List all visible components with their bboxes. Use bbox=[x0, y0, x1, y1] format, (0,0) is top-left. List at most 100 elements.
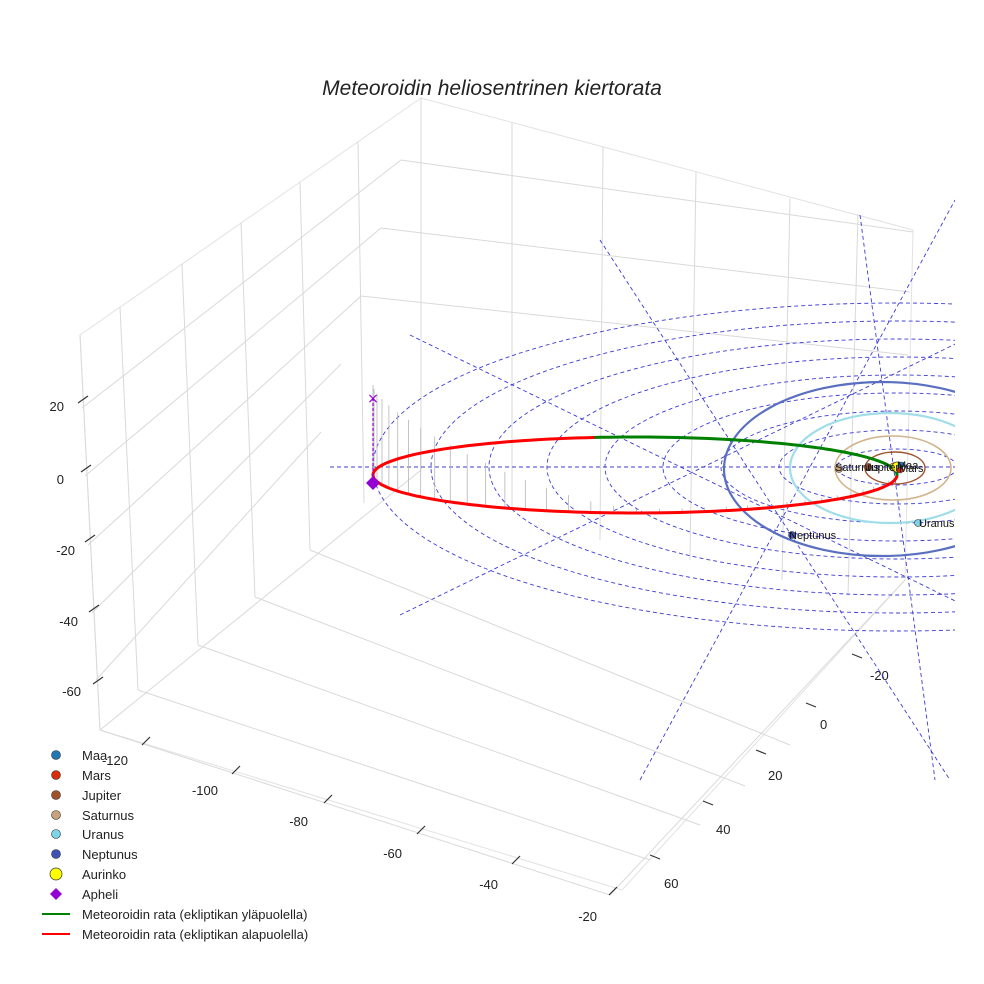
grid-line bbox=[79, 334, 101, 731]
z-tick bbox=[84, 534, 96, 543]
aphelion-projection-marker: × bbox=[367, 391, 379, 407]
trajectory-above-ecliptic bbox=[591, 435, 899, 479]
y-tick-label: 60 bbox=[664, 876, 678, 891]
x-tick-label: -120 bbox=[102, 753, 128, 768]
x-tick bbox=[511, 855, 521, 865]
grid-line bbox=[599, 146, 604, 541]
grid-line bbox=[99, 469, 422, 731]
grid-line bbox=[240, 222, 256, 598]
uranus-marker bbox=[914, 519, 922, 527]
axis-ticks bbox=[77, 395, 863, 896]
z-tick bbox=[77, 395, 89, 404]
grid-line bbox=[309, 549, 791, 746]
grid-line bbox=[357, 141, 365, 504]
x-tick bbox=[608, 886, 618, 896]
meteoroid-trajectory bbox=[371, 435, 899, 515]
grid-line bbox=[689, 171, 697, 561]
x-tick-label: -80 bbox=[289, 814, 308, 829]
grid-line bbox=[609, 579, 906, 896]
legend: Maa Mars Jupiter Saturnus Uranus Neptunu… bbox=[42, 748, 308, 942]
z-tick bbox=[80, 464, 92, 473]
x-tick bbox=[231, 765, 241, 775]
grid-line bbox=[299, 181, 311, 551]
legend-label: Uranus bbox=[82, 827, 124, 842]
guide-ellipse bbox=[836, 448, 955, 486]
legend-label: Meteoroidin rata (ekliptikan yläpuolella… bbox=[82, 907, 307, 922]
grid-line bbox=[81, 159, 914, 409]
y-tick-label: 0 bbox=[820, 717, 827, 732]
y-tick bbox=[702, 800, 714, 806]
y-tick bbox=[851, 653, 863, 659]
z-tick-label: 20 bbox=[50, 399, 64, 414]
aphelion-group: × bbox=[366, 391, 380, 490]
jupiter-marker bbox=[864, 463, 872, 471]
grid-line bbox=[119, 306, 139, 691]
y-tick-label: -20 bbox=[870, 668, 889, 683]
y-tick bbox=[805, 702, 817, 708]
planets: Saturnus Jupiter Maa Mars Uranus Neptunu… bbox=[788, 460, 955, 542]
legend-marker-mars bbox=[51, 770, 61, 780]
y-tick-label: 40 bbox=[716, 822, 730, 837]
legend-label: Jupiter bbox=[82, 788, 122, 803]
legend-label: Maa bbox=[82, 748, 108, 763]
z-tick bbox=[92, 676, 104, 685]
grid-line bbox=[99, 729, 611, 896]
uranus-orbit bbox=[788, 411, 955, 525]
planet-label: Saturnus bbox=[835, 462, 880, 474]
legend-marker-jupiter bbox=[51, 790, 61, 800]
y-tick-label: 20 bbox=[768, 768, 782, 783]
planet-label: Neptunus bbox=[789, 530, 837, 542]
x-tick bbox=[323, 794, 333, 804]
back-pane-outline bbox=[79, 97, 914, 891]
grid-line bbox=[84, 227, 911, 477]
legend-label: Mars bbox=[82, 768, 111, 783]
pane-grid bbox=[79, 97, 914, 896]
guide-ray bbox=[399, 343, 955, 616]
saturn-orbit bbox=[834, 435, 952, 501]
guide-ray bbox=[599, 239, 951, 781]
planet-label: Mars bbox=[899, 463, 924, 475]
mars-marker bbox=[896, 466, 904, 474]
legend-marker-sun bbox=[49, 867, 63, 881]
guide-ellipse bbox=[430, 320, 955, 614]
tick-labels: 20 0 -20 -40 -60 -120 -100 -80 -60 -40 -… bbox=[50, 399, 889, 924]
z-tick-label: -40 bbox=[59, 614, 78, 629]
x-tick-label: -100 bbox=[192, 783, 218, 798]
legend-marker-saturn bbox=[51, 810, 61, 820]
guide-ray bbox=[409, 334, 955, 602]
z-tick-label: 0 bbox=[57, 472, 64, 487]
guide-ellipse bbox=[720, 410, 955, 524]
legend-label: Neptunus bbox=[82, 847, 138, 862]
grid-line bbox=[95, 431, 322, 681]
aphelion-marker bbox=[366, 476, 380, 490]
x-tick-label: -40 bbox=[479, 877, 498, 892]
z-tick-label: -60 bbox=[62, 684, 81, 699]
x-tick bbox=[416, 825, 426, 835]
y-tick bbox=[649, 854, 661, 860]
grid-line bbox=[197, 644, 701, 826]
x-tick-label: -60 bbox=[383, 846, 402, 861]
neptune-orbit bbox=[722, 380, 955, 558]
legend-marker-aphelion bbox=[50, 888, 62, 900]
legend-marker-earth bbox=[51, 750, 61, 760]
z-tick bbox=[88, 604, 100, 613]
z-tick-label: -20 bbox=[56, 543, 75, 558]
trajectory-below-ecliptic bbox=[371, 436, 899, 515]
grid-line bbox=[137, 689, 651, 861]
legend-label: Saturnus bbox=[82, 808, 135, 823]
grid-line bbox=[181, 263, 199, 646]
legend-marker-uranus bbox=[51, 829, 61, 839]
x-tick bbox=[141, 736, 151, 746]
guide-ellipse bbox=[488, 338, 955, 596]
grid-line bbox=[781, 197, 791, 581]
y-tick bbox=[755, 749, 767, 755]
grid-line bbox=[91, 363, 342, 614]
ecliptic-guide-grid bbox=[330, 199, 955, 781]
legend-label: Apheli bbox=[82, 887, 118, 902]
chart-title: Meteoroidin heliosentrinen kiertorata bbox=[322, 77, 662, 100]
grid-line bbox=[254, 596, 746, 787]
grid-line bbox=[847, 213, 859, 597]
x-tick-label: -20 bbox=[578, 909, 597, 924]
planet-label: Jupiter bbox=[866, 462, 899, 474]
